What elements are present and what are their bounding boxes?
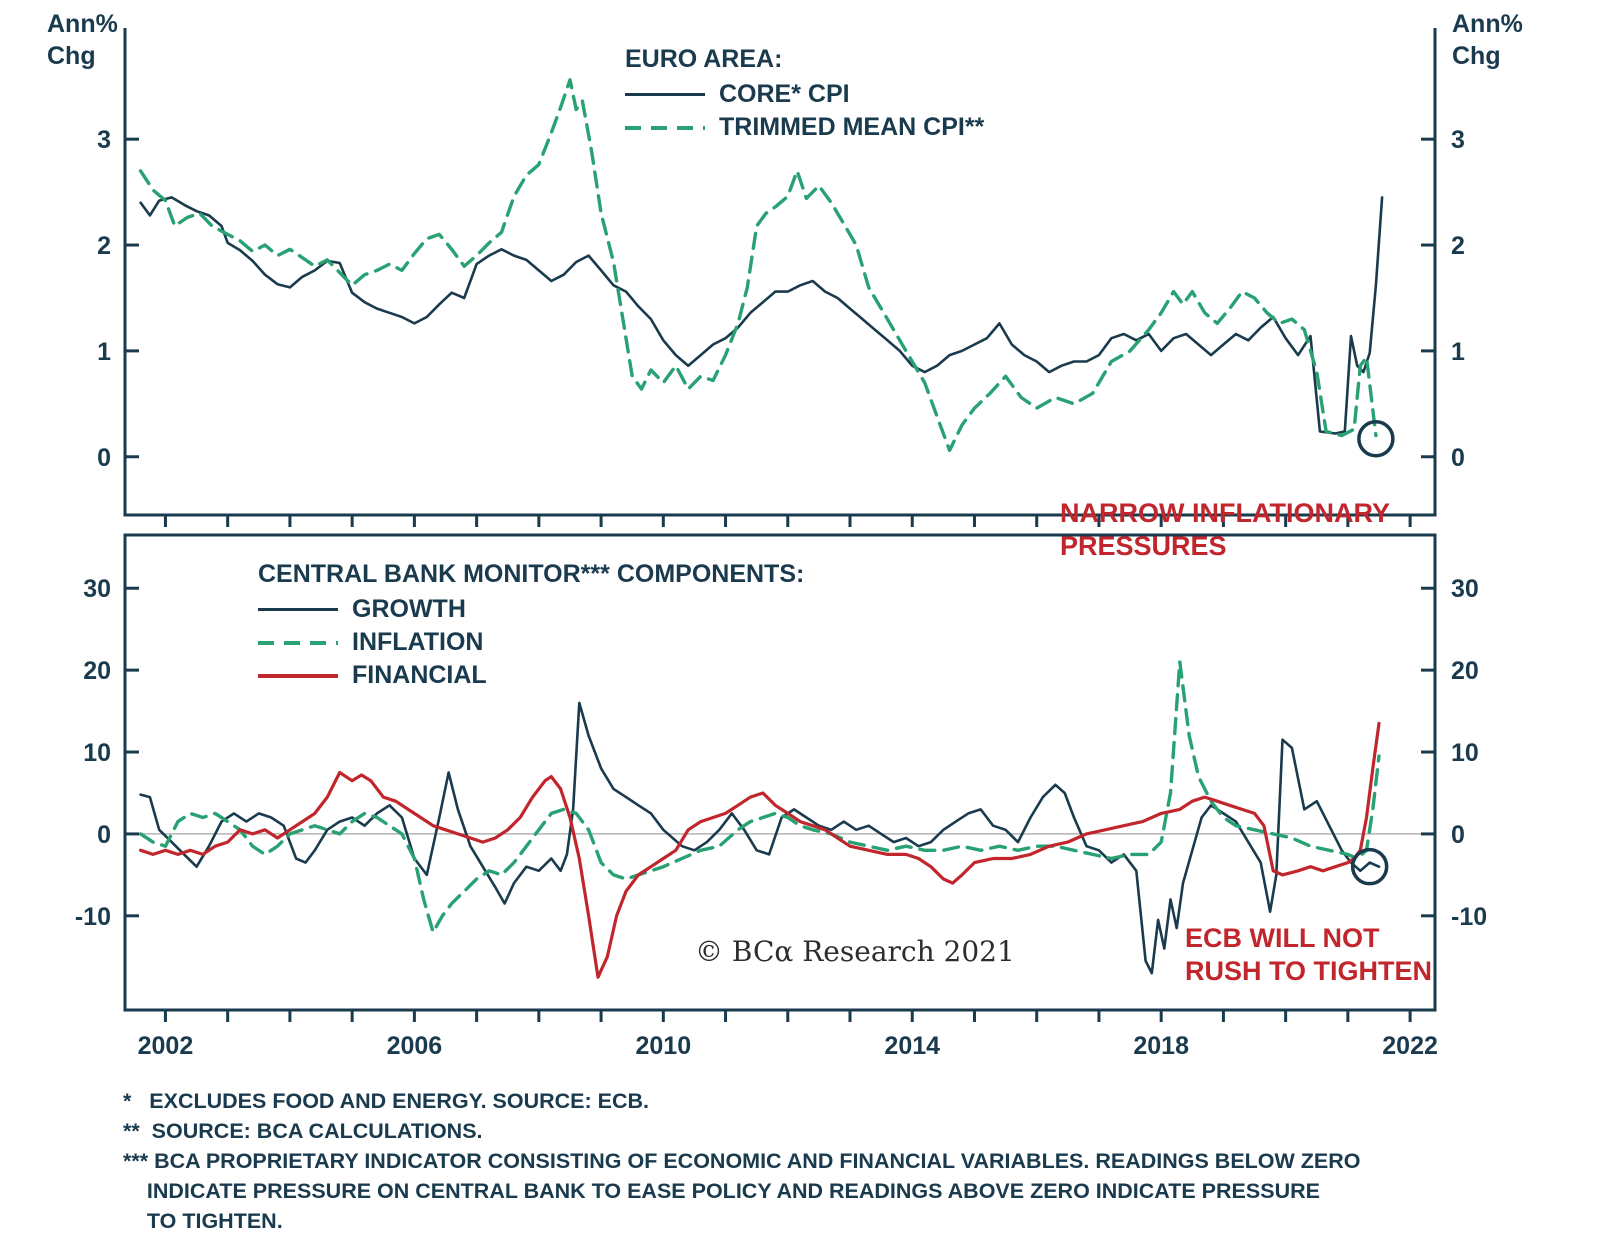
legend-label-growth: GROWTH — [352, 595, 466, 623]
latest-value-circle — [1357, 420, 1395, 458]
y-tick-label-right: 0 — [1451, 444, 1465, 472]
footnote-1: * EXCLUDES FOOD AND ENERGY. SOURCE: ECB. — [123, 1089, 650, 1113]
axis-unit-line2: Chg — [47, 42, 96, 70]
financial-line — [139, 721, 1381, 979]
legend-label-trimmed-mean-cpi: TRIMMED MEAN CPI** — [719, 113, 985, 141]
top-legend-title: EURO AREA: — [625, 45, 783, 73]
annotation-narrow-inflationary-pressures: NARROW INFLATIONARY PRESSURES — [1060, 497, 1390, 563]
axis-unit-label-top-left: Ann% Chg — [47, 8, 118, 72]
legend-item-core-cpi: CORE* CPI — [625, 78, 984, 111]
inflation-line-sample — [258, 640, 338, 645]
y-tick-label-right: 0 — [1451, 821, 1465, 849]
trimmed-mean-cpi-line — [138, 78, 1378, 453]
financial-line-sample — [258, 673, 338, 678]
axis-unit-line1: Ann% — [1452, 10, 1523, 38]
y-tick-label-left: 3 — [97, 126, 111, 154]
legend-item-inflation: INFLATION — [258, 626, 804, 659]
y-tick-label-left: 1 — [97, 338, 111, 366]
legend-label-inflation: INFLATION — [352, 628, 484, 656]
y-tick-label-left: 0 — [97, 444, 111, 472]
y-tick-label-left: 2 — [97, 232, 111, 260]
annotation-line: NARROW INFLATIONARY — [1060, 498, 1390, 528]
annotation-line: ECB WILL NOT — [1185, 923, 1380, 953]
y-tick-label-right: 3 — [1451, 126, 1465, 154]
bca-research-watermark: © BCα Research 2021 — [695, 935, 1015, 968]
axis-unit-line2: Chg — [1452, 42, 1501, 70]
x-tick-label: 2010 — [636, 1032, 692, 1060]
footnote-3-cont2: TO TIGHTEN. — [123, 1209, 283, 1233]
trimmed-mean-cpi-line-sample — [625, 125, 705, 130]
footnotes-block: * EXCLUDES FOOD AND ENERGY. SOURCE: ECB.… — [123, 1086, 1361, 1236]
y-tick-label-right: -10 — [1451, 903, 1487, 931]
axis-unit-line1: Ann% — [47, 10, 118, 38]
bottom-panel-legend: CENTRAL BANK MONITOR*** COMPONENTS: GROW… — [258, 560, 804, 692]
top-panel-legend: EURO AREA: CORE* CPI TRIMMED MEAN CPI** — [625, 45, 984, 144]
latest-value-circle — [1350, 847, 1389, 886]
y-tick-label-left: 0 — [97, 821, 111, 849]
annotation-line: PRESSURES — [1060, 531, 1227, 561]
y-tick-label-right: 30 — [1451, 575, 1479, 603]
annotation-ecb-will-not-rush-to-tighten: ECB WILL NOT RUSH TO TIGHTEN — [1185, 922, 1432, 988]
y-tick-label-left: 20 — [83, 657, 111, 685]
x-tick-label: 2006 — [387, 1032, 443, 1060]
y-tick-label-right: 20 — [1451, 657, 1479, 685]
y-tick-label-left: 10 — [83, 739, 111, 767]
footnote-3-cont: INDICATE PRESSURE ON CENTRAL BANK TO EAS… — [123, 1179, 1320, 1203]
growth-line-sample — [258, 608, 338, 611]
x-tick-label: 2014 — [884, 1032, 940, 1060]
y-tick-label-right: 1 — [1451, 338, 1465, 366]
x-tick-label: 2022 — [1382, 1032, 1438, 1060]
axis-unit-label-top-right: Ann% Chg — [1452, 8, 1523, 72]
y-tick-label-right: 2 — [1451, 232, 1465, 260]
legend-label-core-cpi: CORE* CPI — [719, 80, 850, 108]
legend-item-trimmed-mean-cpi: TRIMMED MEAN CPI** — [625, 111, 984, 144]
x-tick-label: 2018 — [1133, 1032, 1189, 1060]
core-cpi-line — [139, 196, 1384, 435]
core-cpi-line-sample — [625, 93, 705, 96]
legend-item-financial: FINANCIAL — [258, 659, 804, 692]
footnote-3: *** BCA PROPRIETARY INDICATOR CONSISTING… — [123, 1149, 1361, 1173]
inflation-line — [138, 660, 1381, 934]
annotation-line: RUSH TO TIGHTEN — [1185, 956, 1433, 986]
footnote-2: ** SOURCE: BCA CALCULATIONS. — [123, 1119, 483, 1143]
bottom-legend-title: CENTRAL BANK MONITOR*** COMPONENTS: — [258, 560, 805, 588]
y-tick-label-left: -10 — [75, 903, 111, 931]
y-tick-label-right: 10 — [1451, 739, 1479, 767]
y-tick-label-left: 30 — [83, 575, 111, 603]
x-tick-label: 2002 — [138, 1032, 194, 1060]
legend-label-financial: FINANCIAL — [352, 661, 487, 689]
legend-item-growth: GROWTH — [258, 593, 804, 626]
